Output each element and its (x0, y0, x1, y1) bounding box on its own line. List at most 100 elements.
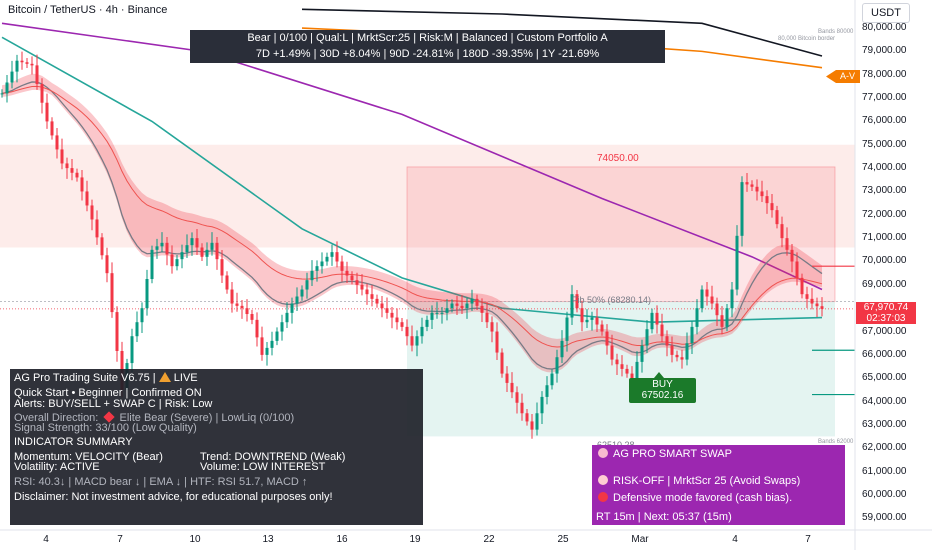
candle-body (450, 303, 454, 309)
candle-body (105, 255, 109, 274)
no-entry-icon (598, 492, 608, 502)
candle-countdown: 02:37:03 (866, 313, 906, 324)
candle-body (640, 345, 644, 362)
candle-body (290, 303, 294, 313)
candle-body (130, 336, 134, 364)
time-tick-label: 25 (557, 534, 569, 545)
candle-body (400, 322, 404, 327)
trend-line: Trend: DOWNTREND (Weak) (200, 451, 346, 463)
price-tick-label: 71,000.00 (862, 232, 907, 244)
candle-body (425, 319, 429, 327)
time-tick-label: 19 (409, 534, 421, 545)
symbol-title[interactable]: Bitcoin / TetherUS · 4h · Binance (8, 4, 168, 16)
candle-body (285, 312, 289, 323)
candle-body (515, 392, 519, 403)
candle-body (745, 182, 749, 185)
candle-body (800, 277, 804, 295)
candle-body (140, 308, 144, 323)
performance-table: Bear | 0/100 | Qual:L | MrktScr:25 | Ris… (190, 30, 665, 63)
candle-body (320, 261, 324, 267)
candle-body (630, 373, 634, 379)
candle-body (375, 298, 379, 304)
candle-body (430, 312, 434, 320)
indicator-summary-heading: INDICATOR SUMMARY (14, 436, 133, 448)
candle-body (335, 252, 339, 262)
candle-body (300, 289, 304, 297)
candle-body (705, 289, 709, 297)
candle-body (345, 270, 349, 276)
candle-body (190, 238, 194, 246)
price-tick-label: 59,000.00 (862, 512, 907, 524)
candle-body (195, 238, 199, 248)
candle-body (305, 280, 309, 290)
candle-body (740, 182, 744, 236)
candle-body (135, 322, 139, 337)
candle-body (95, 219, 99, 238)
signal-strength-line: Signal Strength: 33/100 (Low Quality) (14, 422, 197, 434)
time-tick-label: 7 (117, 534, 123, 545)
candle-body (100, 237, 104, 256)
price-tick-label: 61,000.00 (862, 465, 907, 477)
candle-body (715, 303, 719, 316)
candle-body (435, 312, 439, 314)
time-tick-label: 10 (189, 534, 201, 545)
candle-body (650, 312, 654, 330)
candle-body (295, 296, 299, 304)
candle-body (770, 203, 774, 211)
indicators-line: RSI: 40.3↓ | MACD bear ↓ | EMA ↓ | HTF: … (14, 476, 308, 488)
candle-body (10, 71, 14, 83)
candle-body (395, 317, 399, 323)
candle-body (370, 294, 374, 299)
buy-zone (407, 301, 835, 437)
overall-direction-line: Overall Direction: Elite Bear (Severe) |… (14, 411, 294, 425)
candle-body (720, 315, 724, 327)
price-tick-label: 63,000.00 (862, 418, 907, 430)
candle-body (470, 298, 474, 304)
candle-body (385, 308, 389, 313)
slow-ma-line (1, 85, 823, 348)
candle-body (795, 261, 799, 278)
resistance-band (0, 144, 855, 248)
candle-body (490, 322, 494, 332)
candle-body (315, 266, 319, 271)
candle-body (460, 305, 464, 309)
candle-body (760, 191, 764, 197)
candle-body (275, 331, 279, 341)
candle-body (785, 238, 789, 250)
candle-body (215, 242, 219, 260)
candle-body (565, 317, 569, 341)
candle-body (605, 331, 609, 346)
candle-body (815, 303, 819, 307)
candle-body (545, 385, 549, 397)
time-tick-label: 16 (336, 534, 348, 545)
candle-body (685, 343, 689, 360)
zone-top-label: 74050.00 (597, 153, 639, 164)
candle-body (645, 329, 649, 346)
candle-body (540, 396, 544, 414)
candle-body (310, 270, 314, 281)
candle-body (330, 252, 334, 257)
candle-body (625, 368, 629, 374)
price-tick-label: 79,000.00 (862, 45, 907, 57)
currency-button[interactable]: USDT (862, 3, 910, 23)
buy-text: BUY (652, 379, 673, 390)
price-tick-label: 72,000.00 (862, 208, 907, 220)
candle-body (580, 308, 584, 323)
price-tick-label: 62,000.00 (862, 442, 907, 454)
price-tick-label: 74,000.00 (862, 162, 907, 174)
candle-body (20, 60, 24, 63)
price-tick-label: 80,000.00 (862, 22, 907, 34)
candle-body (680, 357, 684, 360)
buy-signal-label[interactable]: BUY 67502.16 (629, 378, 696, 403)
candle-body (525, 413, 529, 422)
candle-body (805, 294, 809, 299)
candle-body (200, 247, 204, 257)
candle-body (0, 93, 4, 95)
overall-direction-label: Overall Direction: (14, 412, 99, 424)
candle-body (30, 63, 34, 66)
candle-body (555, 357, 559, 374)
candle-body (520, 402, 524, 414)
candle-body (260, 337, 264, 355)
candle-body (350, 275, 354, 281)
